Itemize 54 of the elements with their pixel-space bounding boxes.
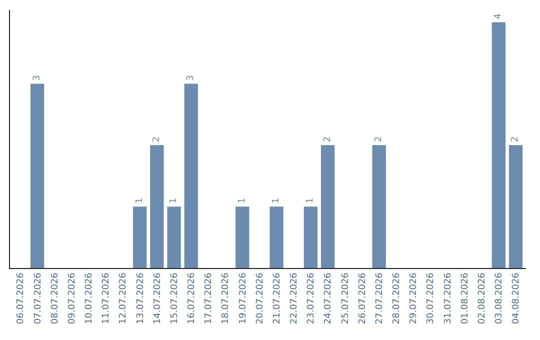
data-label: 1 — [237, 198, 248, 204]
bar — [270, 206, 284, 268]
data-label: 2 — [510, 136, 521, 142]
bar — [372, 145, 386, 268]
x-tick-label: 20.07.2026 — [255, 272, 266, 324]
x-tick-label: 03.08.2026 — [494, 272, 505, 324]
data-label: 1 — [306, 198, 316, 204]
data-label: 4 — [494, 13, 504, 20]
x-tick-label: 26.07.2026 — [358, 272, 368, 324]
bar — [184, 84, 198, 268]
data-label: 2 — [152, 136, 162, 142]
bar — [492, 22, 506, 268]
x-tick-label: 14.07.2026 — [152, 272, 163, 324]
x-tick-label: 04.08.2026 — [512, 272, 522, 324]
x-tick-label: 10.07.2026 — [84, 272, 95, 324]
data-label: 3 — [186, 74, 196, 81]
bar — [167, 206, 181, 268]
x-tick-label: 30.07.2026 — [426, 272, 436, 324]
bar — [30, 84, 44, 268]
x-tick-label: 02.08.2026 — [478, 272, 488, 324]
x-tick-label: 27.07.2026 — [374, 272, 385, 324]
data-label: 1 — [169, 198, 180, 204]
x-tick-label: 09.07.2026 — [67, 272, 78, 324]
x-tick-label: 13.07.2026 — [136, 272, 146, 324]
x-tick-label: 29.07.2026 — [409, 272, 420, 324]
x-tick-label: 11.07.2026 — [102, 272, 112, 324]
x-tick-label: 08.07.2026 — [50, 272, 60, 324]
x-tick-label: 21.07.2026 — [272, 272, 282, 324]
bar — [304, 206, 318, 268]
x-tick-label: 22.07.2026 — [290, 272, 300, 324]
x-tick-label: 19.07.2026 — [238, 272, 248, 324]
bar — [508, 145, 523, 268]
x-tick-label: 07.07.2026 — [33, 272, 44, 324]
data-label: 3 — [32, 74, 42, 81]
x-tick-label: 16.07.2026 — [187, 272, 198, 324]
x-tick-label: 01.08.2026 — [460, 272, 470, 324]
data-label: 1 — [272, 198, 282, 204]
bar — [150, 145, 164, 268]
data-label: 2 — [322, 136, 333, 142]
x-tick-label: 25.07.2026 — [340, 272, 351, 324]
x-tick-label: 31.07.2026 — [443, 272, 454, 324]
bar — [320, 145, 335, 268]
bar — [236, 206, 250, 268]
x-tick-label: 15.07.2026 — [170, 272, 180, 324]
data-label: 1 — [134, 198, 145, 204]
x-tick-label: 12.07.2026 — [118, 272, 129, 324]
x-tick-label: 28.07.2026 — [392, 272, 402, 324]
x-tick-label: 06.07.2026 — [16, 272, 26, 324]
x-tick-label: 23.07.2026 — [306, 272, 317, 324]
data-label: 2 — [374, 136, 384, 142]
x-tick-label: 18.07.2026 — [221, 272, 232, 324]
bar — [133, 206, 147, 268]
x-tick-label: 24.07.2026 — [324, 272, 334, 324]
x-tick-label: 17.07.2026 — [204, 272, 214, 324]
